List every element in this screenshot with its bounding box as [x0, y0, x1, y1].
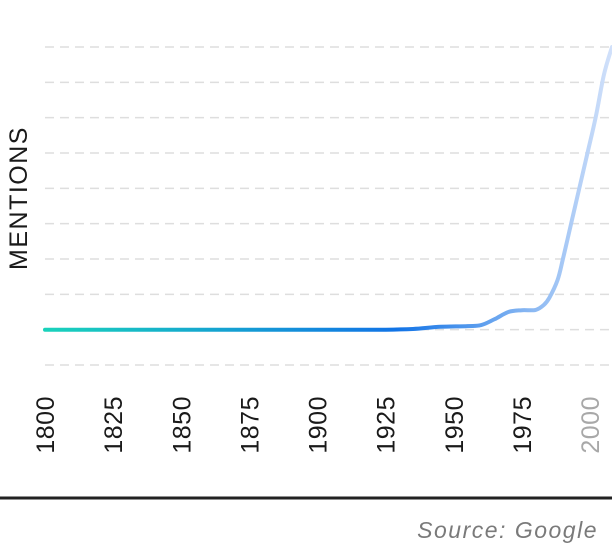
x-tick-label: 2000 [577, 396, 605, 454]
x-tick-label: 1850 [168, 396, 196, 454]
x-tick-label: 1900 [305, 396, 333, 454]
x-tick-label: 1925 [373, 396, 401, 454]
x-tick-label: 1975 [509, 396, 537, 454]
x-axis-tick-labels: 1800 1825 1850 1875 1900 1925 1950 1975 2000 [32, 396, 605, 454]
x-tick-label: 1825 [100, 396, 128, 454]
y-axis-label: MENTIONS [5, 126, 33, 270]
series-line-mentions [43, 45, 612, 332]
series-group [43, 45, 612, 332]
x-tick-label: 1800 [32, 396, 60, 454]
x-tick-label: 1875 [236, 396, 264, 454]
grid-lines [45, 46, 612, 366]
x-tick-label: 1950 [441, 396, 469, 454]
source-note: Source: Google [417, 517, 598, 543]
